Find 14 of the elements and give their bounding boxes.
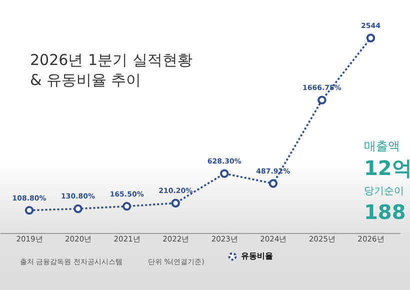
legend-label: 유동비율	[241, 252, 273, 260]
annotation: 당기순이	[364, 185, 404, 198]
point	[122, 202, 132, 211]
point	[74, 204, 82, 214]
annotation: 188	[364, 200, 406, 224]
point	[220, 169, 229, 178]
annotation: 매출액	[364, 138, 400, 155]
point	[24, 206, 34, 215]
point	[268, 179, 278, 188]
point	[366, 34, 376, 42]
text: 2026년 1분기 실적현황 & 유동비율 추이	[30, 50, 192, 90]
point	[171, 198, 180, 208]
point	[318, 96, 326, 104]
annotation: 12억	[364, 155, 410, 182]
